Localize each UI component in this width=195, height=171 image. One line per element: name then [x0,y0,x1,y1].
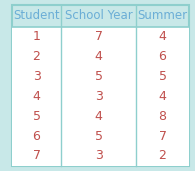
Text: 4: 4 [33,90,41,103]
Text: 2: 2 [33,50,41,63]
Text: 3: 3 [33,70,41,83]
Text: 3: 3 [95,90,103,103]
Text: 7: 7 [159,130,167,143]
Text: 7: 7 [33,149,41,162]
Text: 1: 1 [33,30,41,43]
Text: 8: 8 [159,110,167,123]
Text: 6: 6 [159,50,167,63]
Text: 3: 3 [95,149,103,162]
Text: 4: 4 [95,50,103,63]
Text: 5: 5 [159,70,167,83]
Text: 4: 4 [95,110,103,123]
Text: 4: 4 [159,30,167,43]
Text: 4: 4 [159,90,167,103]
Text: Student: Student [13,9,60,22]
Bar [12,27,189,166]
Text: 6: 6 [33,130,41,143]
Text: School Year: School Year [65,9,133,22]
Text: 2: 2 [159,149,167,162]
Text: 7: 7 [95,30,103,43]
Text: 5: 5 [95,130,103,143]
Text: 5: 5 [33,110,41,123]
Text: Summer: Summer [137,9,188,22]
Text: 5: 5 [95,70,103,83]
